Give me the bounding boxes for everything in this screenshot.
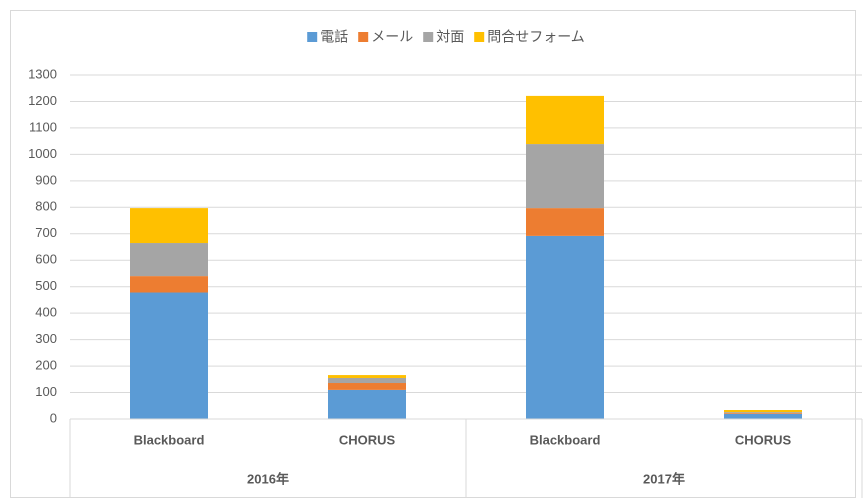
bar-segment: [328, 383, 406, 390]
legend-label: 対面: [436, 29, 464, 45]
x-tick-label: CHORUS: [735, 432, 792, 447]
y-tick-label: 1200: [28, 93, 57, 108]
bar-segment: [328, 389, 406, 419]
y-tick-label: 800: [35, 199, 57, 214]
bar-segment: [526, 208, 604, 236]
bar-segment: [130, 276, 208, 293]
y-tick-label: 100: [35, 384, 57, 399]
group-label: 2017年: [643, 471, 685, 486]
legend-swatch: [307, 32, 318, 42]
y-tick-label: 200: [35, 358, 57, 373]
legend-swatch: [474, 32, 485, 42]
y-tick-label: 700: [35, 225, 57, 240]
y-tick-label: 400: [35, 305, 57, 320]
bar-segment: [724, 413, 802, 419]
legend-label: 電話: [320, 29, 348, 45]
y-tick-label: 500: [35, 278, 57, 293]
y-tick-label: 1300: [28, 66, 57, 81]
bar-segment: [328, 375, 406, 378]
y-tick-label: 300: [35, 331, 57, 346]
x-tick-label: Blackboard: [530, 432, 601, 447]
x-tick-label: CHORUS: [339, 432, 396, 447]
y-tick-label: 900: [35, 172, 57, 187]
x-tick-label: Blackboard: [134, 432, 205, 447]
bar-segment: [526, 235, 604, 419]
legend-swatch: [423, 32, 434, 42]
legend-label: メール: [371, 29, 413, 45]
bar-segment: [724, 413, 802, 414]
y-tick-label: 0: [50, 410, 57, 425]
bar-segment: [724, 410, 802, 413]
y-tick-label: 1100: [29, 119, 57, 134]
group-label: 2016年: [247, 471, 289, 486]
bar-segment: [526, 144, 604, 209]
y-tick-label: 1000: [28, 146, 57, 161]
bar-segment: [130, 292, 208, 419]
bar-segment: [328, 377, 406, 384]
y-tick-label: 600: [35, 252, 57, 267]
legend-swatch: [358, 32, 369, 42]
bar-segment: [130, 208, 208, 244]
legend-label: 問合せフォーム: [487, 29, 585, 45]
bar-segment: [724, 412, 802, 414]
bar-segment: [130, 243, 208, 277]
bar-segment: [526, 95, 604, 145]
